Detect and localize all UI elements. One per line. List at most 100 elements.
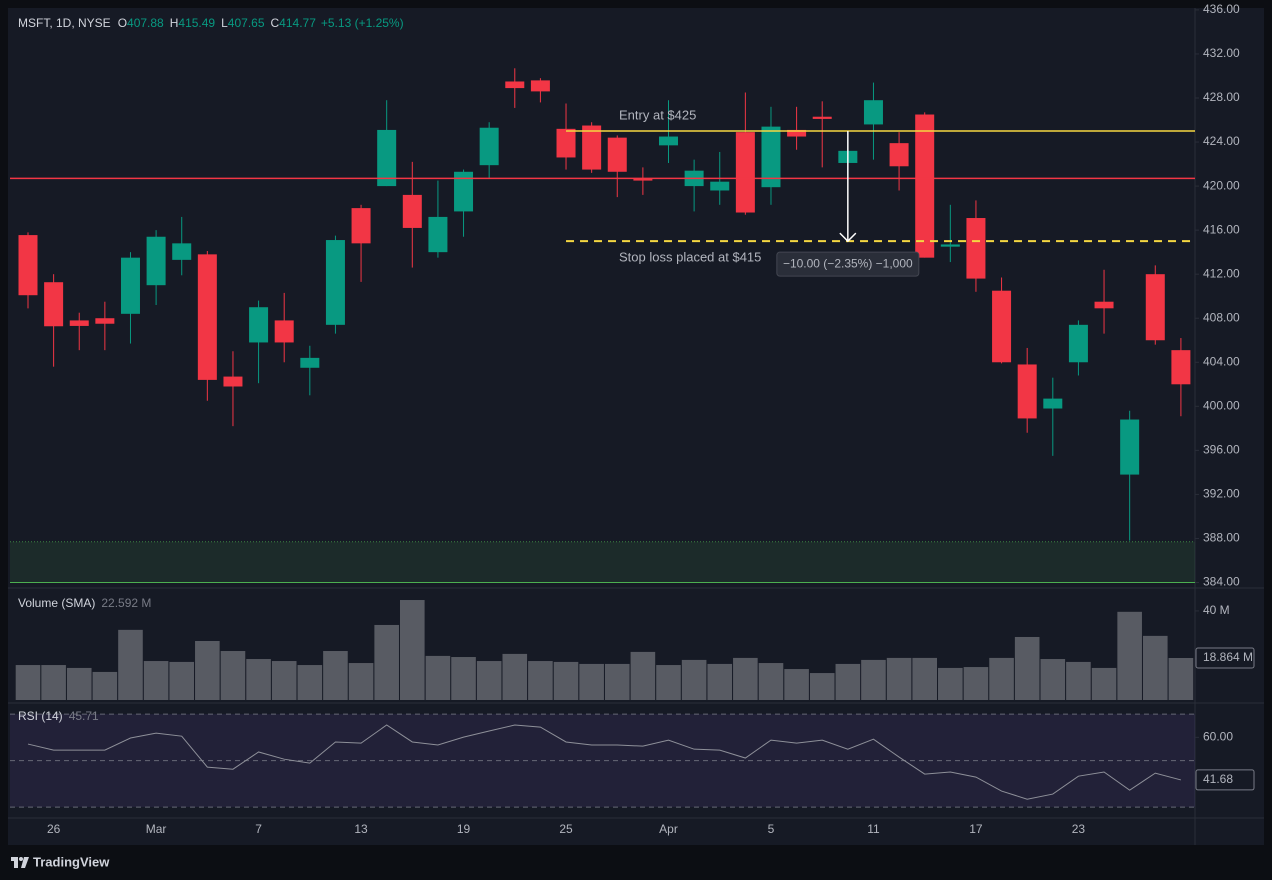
logo-shape (21, 857, 29, 868)
change: +5.13 (+1.25%) (321, 16, 404, 30)
ohlc-label: O (118, 16, 127, 30)
x-tick-label: 7 (255, 822, 262, 836)
candle-body (351, 208, 371, 244)
volume-bar (15, 665, 41, 700)
volume-bar (66, 667, 92, 700)
candle-body (582, 125, 602, 170)
pane-title: Volume (SMA) 22.592 M (18, 596, 151, 610)
volume-bar (195, 640, 220, 700)
volume-bar (809, 673, 835, 700)
ohlc-value: 415.49 (178, 16, 215, 30)
volume-bar (861, 659, 886, 700)
candle-body (300, 357, 320, 368)
x-tick-label: 17 (969, 822, 983, 836)
x-tick-label: Apr (659, 822, 678, 836)
pane-title-text: RSI (14) (18, 709, 63, 723)
volume-bar (1066, 661, 1091, 700)
candle-body (146, 236, 166, 286)
volume-bar (348, 663, 374, 700)
y-tick-label: 408.00 (1203, 310, 1240, 324)
candle-body (249, 307, 269, 343)
volume-bar (246, 659, 271, 700)
volume-bar (886, 657, 912, 700)
candle-body (1017, 364, 1037, 419)
volume-bar (579, 663, 604, 700)
volume-bar (604, 663, 630, 700)
candle-body (454, 171, 474, 212)
candle-body (812, 116, 832, 119)
candle-body (197, 254, 217, 380)
volume-bar (425, 655, 451, 700)
candle-body (940, 244, 960, 247)
line-label: Entry at $425 (619, 107, 696, 122)
y-tick-label: 432.00 (1203, 46, 1240, 60)
rsi-line (27, 724, 1182, 800)
volume-bar (374, 624, 399, 700)
candle-body (607, 137, 627, 172)
ohlc-label: H (170, 16, 179, 30)
logo-shape (19, 857, 23, 861)
candle-body (223, 376, 243, 387)
candle-body (1145, 274, 1165, 341)
candle-body (1043, 398, 1063, 409)
y-tick-label: 392.00 (1203, 487, 1240, 501)
volume-bar (553, 661, 579, 700)
logo-shape (14, 857, 18, 868)
volume-bar (938, 667, 963, 700)
volume-bar (1168, 657, 1194, 700)
volume-bar (835, 663, 861, 700)
volume-bar (1014, 636, 1040, 700)
volume-bar (323, 651, 348, 700)
pane-title-text: Volume (SMA) (18, 596, 95, 610)
y-tick-label: 404.00 (1203, 354, 1240, 368)
volume-bar (758, 663, 784, 700)
chart-area (8, 8, 1264, 845)
candle-body (1094, 301, 1114, 309)
candle-body (1171, 350, 1191, 385)
candle-body (274, 320, 294, 343)
y-tick-label: 400.00 (1203, 398, 1240, 412)
candle-body (659, 136, 678, 146)
volume-bar (41, 665, 66, 700)
candle-body (992, 290, 1012, 363)
candle-body (44, 282, 64, 327)
volume-bar (451, 657, 476, 700)
volume-bar (963, 667, 989, 700)
last-value-label: 41.68 (1203, 772, 1233, 786)
volume-bar (169, 661, 195, 700)
y-tick-label: 428.00 (1203, 90, 1240, 104)
ohlc-value: 414.77 (279, 16, 316, 30)
measure-arrowhead (839, 232, 857, 243)
x-tick-label: 5 (768, 822, 775, 836)
candle-body (761, 126, 781, 188)
volume-bar (1091, 667, 1117, 700)
measure-box (776, 251, 920, 277)
y-tick-label: 420.00 (1203, 178, 1240, 192)
candle-body (172, 243, 192, 260)
pane-value: 22.592 M (101, 596, 151, 610)
candle-body (69, 320, 89, 326)
volume-bar (656, 665, 681, 700)
y-tick-label: 412.00 (1203, 266, 1240, 280)
candle-body (787, 129, 807, 137)
y-tick-label: 388.00 (1203, 531, 1240, 545)
x-tick-label: 26 (47, 822, 61, 836)
last-value-label: 18.864 M (1203, 650, 1253, 664)
volume-bar (220, 651, 246, 700)
candle-body (402, 194, 422, 228)
volume-bar (630, 651, 656, 700)
ohlc-value: 407.65 (228, 16, 265, 30)
candle-body (710, 181, 730, 191)
plot: Entry at $425 Stop loss placed at $415 −10… (10, 68, 1195, 808)
axes: 384.00 388.00 392.00 396.00 400.00 404.00 408.… (18, 2, 1255, 836)
candle-body (966, 218, 986, 279)
candle-body (120, 257, 140, 314)
candle-body (377, 129, 397, 187)
y-tick-label: 424.00 (1203, 134, 1240, 148)
volume-bar (912, 657, 937, 700)
ohlc-label: L (221, 16, 228, 30)
y-tick-label: 40 M (1203, 603, 1230, 617)
x-tick-label: 13 (354, 822, 368, 836)
